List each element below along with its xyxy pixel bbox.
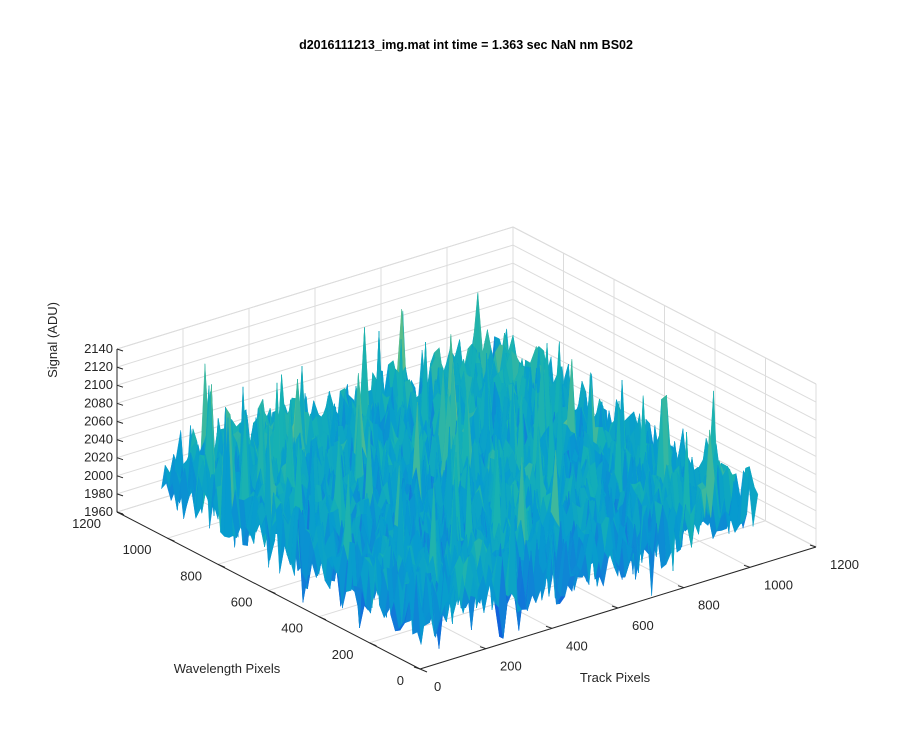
box-edge-top-right [512, 226, 817, 385]
x-tick-mark [743, 564, 751, 568]
z-tick-mark [116, 439, 124, 443]
z-tick-mark [116, 384, 124, 388]
surface-cell [416, 574, 426, 645]
x-tick-mark [677, 585, 685, 589]
z-tick-label: 2020 [84, 450, 113, 465]
y-tick-label: 400 [281, 621, 303, 636]
front-axes [116, 348, 817, 673]
y-tick-label: 200 [332, 647, 354, 662]
z-tick-mark [116, 475, 124, 479]
z-tick-mark [116, 402, 124, 406]
y-tick-mark [116, 511, 125, 516]
y-tick-mark [217, 563, 226, 568]
surface-mesh [161, 292, 759, 649]
y-tick-mark [268, 590, 276, 594]
z-tick-mark [116, 420, 124, 424]
z-tick-label: 2080 [84, 395, 113, 410]
z-tick-label: 2060 [84, 413, 113, 428]
y-tick-mark [369, 642, 377, 647]
z-tick-label: 2000 [84, 468, 113, 483]
x-tick-mark [611, 605, 619, 609]
z-tick-mark [116, 457, 124, 461]
y-tick-mark [419, 668, 428, 673]
x-tick-mark [479, 646, 487, 650]
x-tick-mark [809, 544, 817, 548]
z-tick-mark [116, 366, 124, 370]
z-tick-mark [116, 348, 124, 352]
x-tick-mark [413, 666, 421, 670]
z-tick-label: 2140 [84, 341, 113, 356]
z-tick-label: 2040 [84, 432, 113, 447]
y-tick-mark [167, 537, 175, 542]
z-tick-label: 1960 [84, 504, 113, 519]
z-tick-label: 2100 [84, 377, 113, 392]
box-edge-top-back [116, 226, 514, 350]
y-tick-label: 0 [397, 673, 404, 688]
y-tick-mark [318, 616, 327, 621]
z-tick-mark [116, 493, 124, 497]
z-tick-label: 1980 [84, 486, 113, 501]
tick-labels: 1960198020002020204020602080210021202140… [72, 341, 859, 694]
z-tick-label: 2120 [84, 359, 113, 374]
x-tick-mark [545, 625, 553, 629]
y-tick-label: 600 [231, 595, 253, 610]
